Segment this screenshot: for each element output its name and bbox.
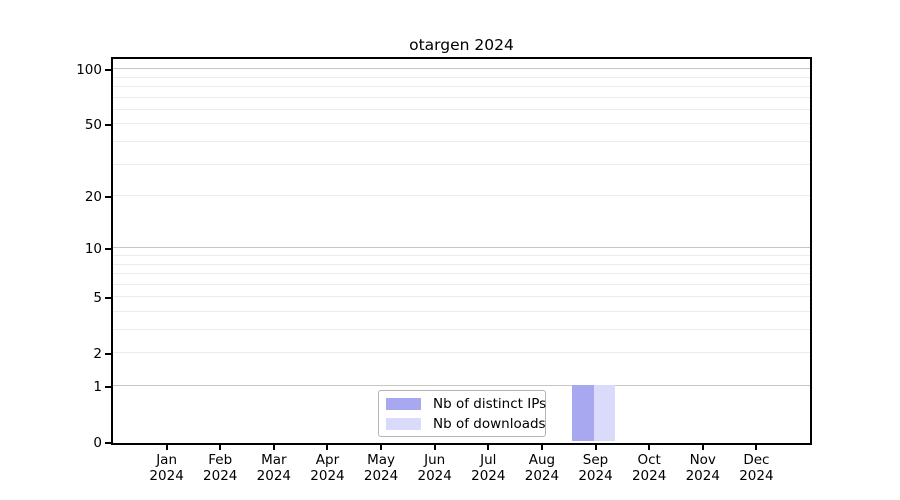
x-axis-tick-label: Nov 2024: [685, 452, 720, 484]
minor-gridline: [113, 310, 810, 312]
y-axis-tick: [105, 196, 111, 199]
minor-gridline: [113, 108, 810, 110]
x-axis-tick: [219, 444, 222, 450]
x-axis-tick-label: Jun 2024: [417, 452, 452, 484]
y-axis-tick-label: 50: [84, 117, 102, 134]
minor-gridline: [113, 76, 810, 78]
y-axis-tick-label: 5: [93, 290, 102, 307]
legend-swatch-downloads: [386, 417, 421, 430]
minor-gridline: [113, 263, 810, 265]
y-axis-tick: [105, 124, 111, 127]
minor-gridline: [113, 254, 810, 256]
minor-gridline: [113, 123, 810, 125]
x-axis-tick-label: Apr 2024: [310, 452, 345, 484]
x-axis-tick-label: Jan 2024: [149, 452, 184, 484]
minor-gridline: [113, 96, 810, 98]
major-gridline: [113, 247, 810, 249]
x-axis-tick: [326, 444, 329, 450]
x-axis-tick: [648, 444, 651, 450]
minor-gridline: [113, 352, 810, 354]
x-axis-tick-label: Aug 2024: [524, 452, 560, 484]
x-axis-tick: [755, 444, 758, 450]
x-axis-tick-label: Feb 2024: [203, 452, 238, 484]
y-axis-tick: [105, 297, 111, 300]
y-axis-tick-label: 100: [76, 62, 102, 79]
x-axis-tick: [433, 444, 436, 450]
minor-gridline: [113, 329, 810, 330]
x-axis-tick: [165, 444, 168, 450]
x-axis-tick-label: May 2024: [363, 452, 399, 484]
legend-label-distinct-ips: Nb of distinct IPs: [433, 395, 547, 412]
y-axis-tick: [105, 69, 111, 72]
y-axis-tick-label: 10: [84, 241, 102, 258]
y-axis-tick: [105, 386, 111, 388]
legend-entry-distinct-ips: Nb of distinct IPs: [386, 395, 546, 412]
legend: Nb of distinct IPs Nb of downloads: [378, 390, 546, 437]
y-axis-tick: [105, 442, 111, 444]
minor-gridline: [113, 195, 810, 197]
x-axis-tick: [487, 444, 490, 450]
legend-swatch-distinct-ips: [386, 397, 421, 410]
x-axis-tick-label: Oct 2024: [631, 452, 667, 484]
y-axis-tick: [105, 353, 111, 356]
plot-area: [111, 57, 812, 445]
major-gridline: [113, 68, 810, 70]
y-axis-tick-label: 0: [93, 435, 102, 451]
minor-gridline: [113, 163, 810, 165]
x-axis-tick: [594, 444, 597, 450]
y-axis-tick-label: 2: [93, 346, 102, 363]
minor-gridline: [113, 86, 810, 87]
x-axis-tick-label: Dec 2024: [739, 452, 774, 484]
x-axis-tick-label: Mar 2024: [256, 452, 292, 484]
chart-title: otargen 2024: [409, 36, 514, 54]
bar-downloads: [593, 385, 616, 441]
minor-gridline: [113, 296, 810, 298]
minor-gridline: [113, 141, 810, 142]
x-axis-tick: [272, 444, 275, 450]
major-gridline: [113, 385, 810, 386]
y-axis-tick-label: 20: [84, 189, 102, 206]
x-axis-tick-label: Sep 2024: [578, 452, 613, 484]
minor-gridline: [113, 283, 810, 285]
x-axis-tick: [540, 444, 543, 450]
legend-entry-downloads: Nb of downloads: [386, 415, 546, 432]
bar-distinct-ips: [572, 385, 594, 441]
y-axis-tick: [105, 248, 111, 251]
minor-gridline: [113, 273, 810, 275]
x-axis-tick: [380, 444, 383, 450]
legend-label-downloads: Nb of downloads: [433, 415, 546, 432]
x-axis-tick: [701, 444, 704, 450]
x-axis-tick-label: Jul 2024: [471, 452, 506, 484]
y-axis-tick-label: 1: [93, 379, 102, 395]
